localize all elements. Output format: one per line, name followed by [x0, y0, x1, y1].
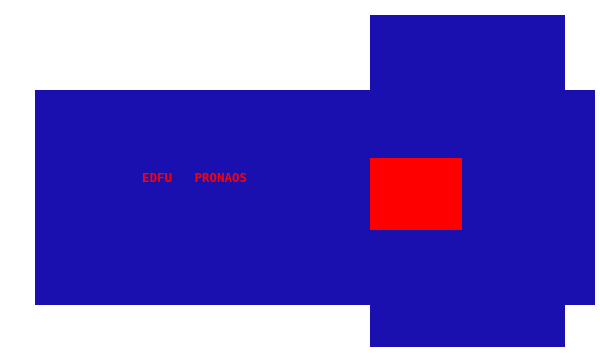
Bar — [370, 15, 565, 90]
Bar — [370, 305, 565, 347]
Bar — [35, 90, 595, 305]
Bar — [370, 158, 462, 230]
Text: EDFU   PRONAOS: EDFU PRONAOS — [143, 172, 248, 185]
